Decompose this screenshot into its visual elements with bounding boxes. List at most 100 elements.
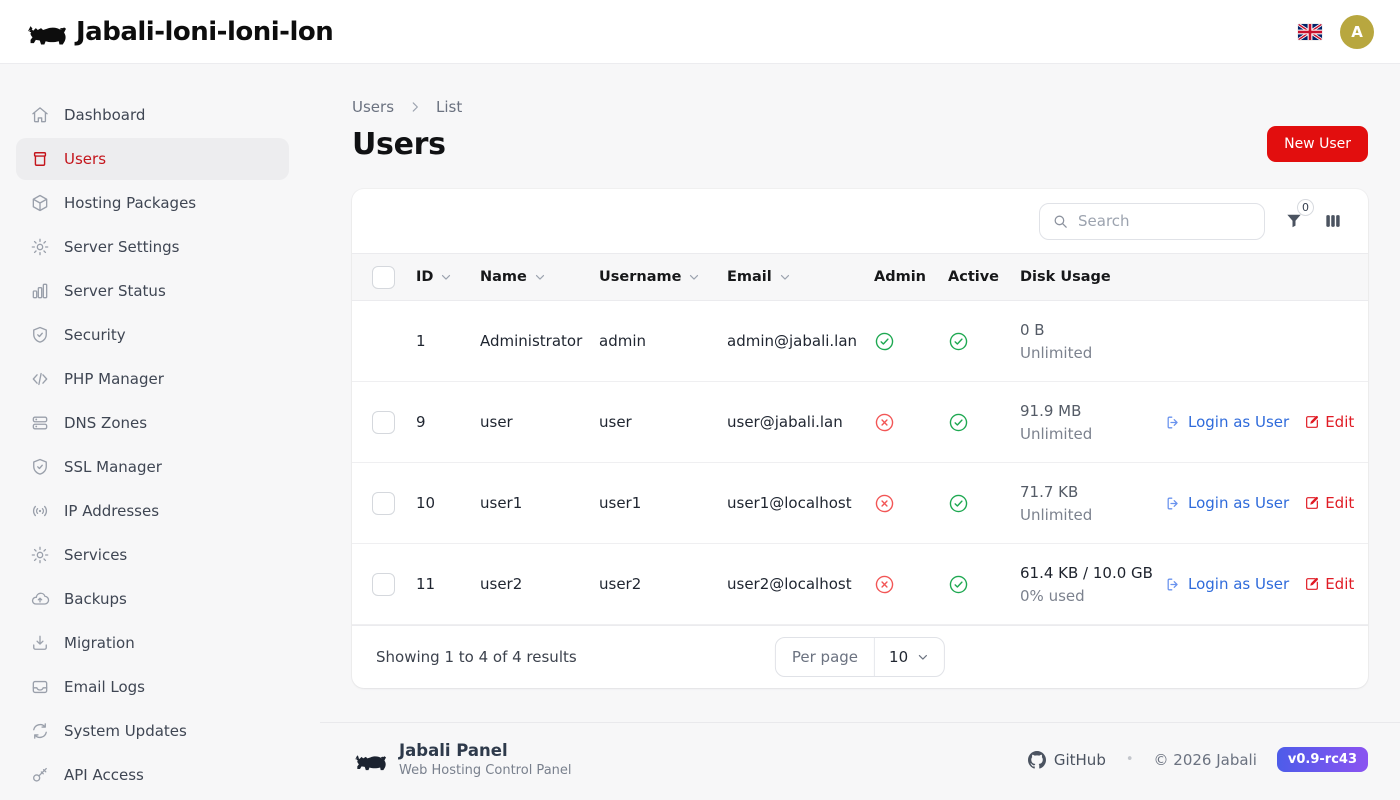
row-checkbox[interactable] (372, 572, 395, 596)
page-footer: Jabali Panel Web Hosting Control Panel G… (320, 722, 1400, 778)
sort-chevron-icon[interactable] (533, 270, 547, 284)
table-row: 9 user user user@jabali.lan 91.9 MB Unlim… (352, 382, 1368, 463)
sidebar-item-label: API Access (64, 766, 144, 784)
sidebar-item-label: System Updates (64, 722, 187, 740)
cell-email: user1@localhost (727, 494, 852, 512)
footer-tagline: Web Hosting Control Panel (399, 763, 572, 778)
edit-button[interactable]: Edit (1304, 575, 1354, 593)
sidebar-item-backups[interactable]: Backups (16, 578, 289, 620)
gear-icon (30, 545, 50, 565)
admin-no-icon (874, 574, 948, 595)
row-checkbox[interactable] (372, 410, 395, 434)
version-badge[interactable]: v0.9-rc43 (1276, 747, 1368, 772)
cell-username: admin (599, 332, 646, 350)
per-page-select[interactable]: 10 (875, 638, 944, 676)
table-row: 11 user2 user2 user2@localhost 61.4 KB /… (352, 544, 1368, 625)
table-header-row: ID Name Username Email Admin Active Disk… (352, 253, 1368, 301)
columns-icon (1326, 215, 1340, 227)
sidebar-item-label: DNS Zones (64, 414, 148, 432)
sidebar-item-label: Migration (64, 634, 135, 652)
github-icon (1027, 750, 1046, 769)
sidebar-item-hosting-packages[interactable]: Hosting Packages (16, 182, 289, 224)
sidebar-item-services[interactable]: Services (16, 534, 289, 576)
sidebar-item-php-manager[interactable]: PHP Manager (16, 358, 289, 400)
sidebar-item-ip-addresses[interactable]: IP Addresses (16, 490, 289, 532)
sidebar-item-dns-zones[interactable]: DNS Zones (16, 402, 289, 444)
column-header-username: Username (599, 269, 727, 285)
gear-icon (30, 237, 50, 257)
funnel-icon (1287, 214, 1301, 228)
cube-icon (30, 193, 50, 213)
sidebar-item-label: Dashboard (64, 106, 146, 124)
breadcrumb-list[interactable]: List (436, 98, 463, 116)
archive-box-icon (30, 149, 50, 169)
edit-button[interactable]: Edit (1304, 413, 1354, 431)
edit-button[interactable]: Edit (1304, 494, 1354, 512)
home-icon (30, 105, 50, 125)
column-header-admin: Admin (874, 269, 927, 285)
results-summary: Showing 1 to 4 of 4 results (376, 648, 577, 666)
columns-button[interactable] (1322, 210, 1344, 232)
shield-check-icon (30, 457, 50, 477)
search-input[interactable] (1078, 212, 1272, 230)
login-as-user-button[interactable]: Login as User (1165, 413, 1289, 431)
sidebar-item-migration[interactable]: Migration (16, 622, 289, 664)
cell-username: user (599, 413, 632, 431)
cloud-upload-icon (30, 589, 50, 609)
login-as-user-button[interactable]: Login as User (1165, 575, 1289, 593)
user-avatar[interactable]: A (1340, 14, 1374, 49)
active-yes-icon (948, 331, 1020, 352)
app-header: Jabali-loni-loni-lon A (0, 0, 1400, 64)
page-title: Users (352, 126, 446, 162)
sidebar-item-api-access[interactable]: API Access (16, 754, 289, 796)
admin-no-icon (874, 412, 948, 433)
cell-name: user (480, 413, 513, 431)
login-as-user-button[interactable]: Login as User (1165, 494, 1289, 512)
filter-button[interactable]: 0 (1283, 199, 1314, 232)
app-title: Jabali-loni-loni-lon (76, 16, 334, 47)
sidebar-item-label: SSL Manager (64, 458, 162, 476)
per-page-control: Per page 10 (774, 637, 946, 677)
sidebar-item-server-settings[interactable]: Server Settings (16, 226, 289, 268)
chevron-right-icon (408, 100, 422, 114)
sidebar-item-email-logs[interactable]: Email Logs (16, 666, 289, 708)
column-header-name: Name (480, 269, 599, 285)
sidebar-item-label: Hosting Packages (64, 194, 197, 212)
cell-name: user2 (480, 575, 523, 593)
select-all-checkbox[interactable] (372, 265, 395, 289)
search-icon (1054, 215, 1067, 228)
row-checkbox[interactable] (372, 491, 395, 515)
sort-chevron-icon[interactable] (439, 270, 453, 284)
language-flag-icon[interactable] (1298, 23, 1322, 40)
code-icon (30, 369, 50, 389)
sort-chevron-icon[interactable] (778, 270, 792, 284)
sort-chevron-icon[interactable] (687, 270, 701, 284)
sidebar-item-label: PHP Manager (64, 370, 164, 388)
breadcrumb-users[interactable]: Users (352, 98, 395, 116)
sidebar-item-users[interactable]: Users (16, 138, 289, 180)
login-icon (1167, 578, 1178, 590)
sidebar-nav: Dashboard Users Hosting Packages Server … (0, 64, 320, 800)
sidebar-item-security[interactable]: Security (16, 314, 289, 356)
chevron-down-icon (919, 654, 928, 660)
login-icon (1167, 416, 1178, 428)
sidebar-item-label: Server Settings (64, 238, 180, 256)
sidebar-item-dashboard[interactable]: Dashboard (16, 94, 289, 136)
sidebar-item-label: Users (64, 150, 107, 168)
sidebar-item-system-updates[interactable]: System Updates (16, 710, 289, 752)
sidebar-item-server-status[interactable]: Server Status (16, 270, 289, 312)
boar-logo-icon (354, 754, 386, 771)
cell-username: user1 (599, 494, 642, 512)
github-link[interactable]: GitHub (1027, 750, 1106, 769)
sidebar-item-ssl-manager[interactable]: SSL Manager (16, 446, 289, 488)
search-box (1039, 202, 1272, 240)
cell-email: user@jabali.lan (727, 413, 843, 431)
active-yes-icon (948, 574, 1020, 595)
new-user-button[interactable]: New User (1267, 126, 1368, 162)
table-row: 1 Administrator admin admin@jabali.lan 0… (352, 301, 1368, 382)
edit-pencil-icon (1306, 415, 1319, 428)
brand[interactable]: Jabali-loni-loni-lon (24, 16, 334, 47)
cell-id: 1 (416, 332, 426, 350)
breadcrumb: Users List (352, 98, 1368, 116)
sidebar-item-label: IP Addresses (64, 502, 160, 520)
